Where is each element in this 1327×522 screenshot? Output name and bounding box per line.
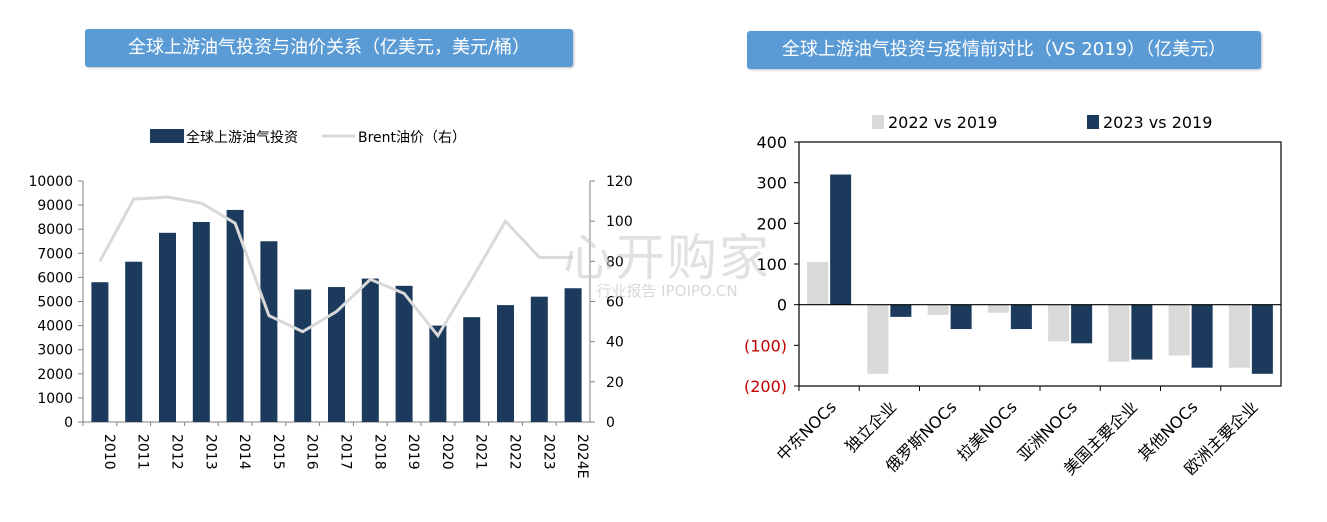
investment-bar — [91, 282, 109, 422]
left-y-tick-label: 7000 — [37, 246, 73, 262]
legend-swatch-2022 — [872, 115, 884, 129]
left-chart: 0100020003000400050006000700080009000100… — [28, 129, 633, 478]
x-tick-label: 2021 — [473, 434, 489, 470]
investment-bar — [192, 221, 210, 422]
bar-2023-vs-2019 — [1071, 304, 1093, 344]
left-y-tick-label: 6000 — [37, 270, 73, 286]
right-chart-title: 全球上游油气投资与疫情前对比（VS 2019）（亿美元） — [747, 31, 1261, 69]
investment-bar — [497, 305, 514, 422]
bar-2022-vs-2019 — [1228, 304, 1250, 368]
investment-bar — [395, 285, 413, 422]
bar-2022-vs-2019 — [927, 304, 949, 315]
bar-2023-vs-2019 — [1010, 304, 1032, 330]
bar-2023-vs-2019 — [1191, 304, 1213, 368]
right-y-tick-label: 20 — [606, 375, 624, 391]
investment-bar — [530, 296, 548, 422]
bar-2022-vs-2019 — [1168, 304, 1190, 356]
legend-label-investment: 全球上游油气投资 — [186, 129, 298, 146]
x-tick-label: 2015 — [270, 434, 286, 470]
investment-bar — [125, 261, 143, 422]
left-chart-title: 全球上游油气投资与油价关系（亿美元，美元/桶） — [85, 29, 573, 67]
investment-bar — [260, 241, 278, 422]
investment-bar — [328, 287, 345, 422]
left-y-tick-label: 9000 — [37, 198, 73, 214]
legend-label-2022: 2022 vs 2019 — [888, 113, 997, 132]
left-y-tick-label: 3000 — [37, 343, 73, 359]
investment-bar — [463, 317, 481, 422]
right-y-tick-label: 100 — [606, 214, 633, 230]
x-tick-label: 2019 — [405, 434, 421, 470]
x-tick-label: 2016 — [304, 434, 320, 470]
left-y-tick-label: 2000 — [37, 367, 73, 383]
left-y-tick-label: 10000 — [28, 174, 73, 190]
legend-label-brent: Brent油价（右） — [358, 130, 466, 146]
left-y-tick-label: 1000 — [37, 391, 73, 407]
x-tick-label: 2013 — [202, 434, 218, 470]
legend-label-2023: 2023 vs 2019 — [1103, 113, 1212, 132]
left-y-tick-label: 5000 — [37, 295, 73, 311]
legend-swatch-investment — [150, 129, 184, 143]
investment-bar — [159, 232, 176, 422]
left-y-tick-label: 0 — [64, 415, 73, 431]
right-y-tick-label: 40 — [606, 335, 624, 351]
left-y-tick-label: 8000 — [37, 222, 73, 238]
right-y-tick-label: 120 — [606, 174, 633, 190]
x-tick-label: 2014 — [236, 434, 252, 470]
right-y-tick-label: 60 — [606, 295, 624, 311]
bar-2023-vs-2019 — [830, 174, 852, 305]
y-tick-label: 100 — [756, 255, 787, 274]
x-tick-label: 2022 — [507, 434, 523, 470]
x-tick-label: 独立企业 — [842, 397, 901, 456]
left-y-tick-label: 4000 — [37, 319, 73, 335]
x-tick-label: 2023 — [540, 434, 556, 470]
investment-bar — [361, 278, 379, 422]
x-tick-label: 2012 — [169, 434, 185, 470]
investment-bar — [226, 209, 244, 422]
x-tick-label: 中东NOCs — [773, 397, 840, 464]
bar-2023-vs-2019 — [890, 304, 912, 317]
right-y-tick-label: 80 — [606, 254, 624, 270]
y-tick-label: (200) — [744, 377, 787, 396]
bar-2022-vs-2019 — [807, 261, 829, 305]
investment-bar — [564, 288, 582, 422]
x-tick-label: 2020 — [439, 434, 455, 470]
x-tick-label: 2024E — [574, 434, 590, 478]
legend-swatch-2023 — [1087, 115, 1099, 129]
investment-bar — [294, 289, 312, 422]
bar-2023-vs-2019 — [1251, 304, 1273, 374]
right-y-tick-label: 0 — [606, 415, 615, 431]
bar-2022-vs-2019 — [987, 304, 1009, 313]
bar-2023-vs-2019 — [950, 304, 972, 330]
x-tick-label: 2010 — [101, 434, 117, 470]
y-tick-label: 200 — [756, 214, 787, 233]
y-tick-label: 300 — [756, 174, 787, 193]
bar-2022-vs-2019 — [1048, 304, 1070, 342]
y-tick-label: 400 — [756, 133, 787, 152]
brent-price-line — [98, 195, 574, 339]
x-tick-label: 2018 — [371, 434, 387, 470]
x-tick-label: 2011 — [135, 434, 151, 470]
bar-2022-vs-2019 — [1108, 304, 1130, 362]
bar-2023-vs-2019 — [1131, 304, 1153, 360]
y-tick-label: 0 — [777, 296, 787, 315]
y-tick-label: (100) — [744, 336, 787, 355]
x-tick-label: 拉美NOCs — [953, 397, 1020, 464]
investment-bar — [429, 325, 447, 422]
x-tick-label: 2017 — [338, 434, 354, 470]
bar-2022-vs-2019 — [867, 304, 889, 374]
